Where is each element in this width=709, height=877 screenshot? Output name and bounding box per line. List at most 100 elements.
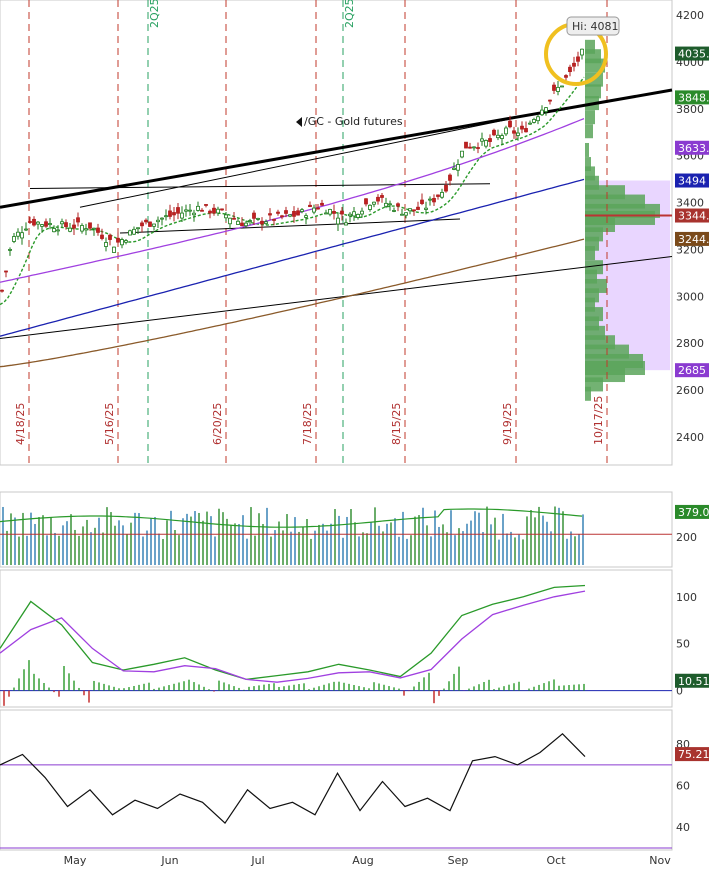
candle-body: [516, 132, 520, 136]
candle-body: [184, 209, 188, 212]
candle-body: [100, 234, 104, 239]
candle-body: [64, 222, 68, 227]
green-cycle-label: 2Q25: [343, 0, 356, 28]
candle-body: [76, 217, 80, 223]
candle-body: [432, 198, 436, 203]
candle-body: [556, 86, 560, 92]
volume-profile-bar: [585, 124, 593, 139]
candle-body: [188, 209, 192, 212]
candle-body: [120, 239, 124, 246]
rsi-line: [0, 732, 586, 825]
candle-body: [176, 207, 180, 214]
momentum-panel-frame: [0, 569, 673, 708]
candle-body: [484, 140, 488, 147]
candle-body: [352, 211, 356, 217]
candle-body: [512, 130, 516, 134]
momentum-fast-line: [0, 584, 586, 681]
volume-profile-bar: [585, 157, 591, 172]
candle-body: [540, 109, 544, 116]
candle-body: [244, 222, 248, 227]
candle-body: [220, 208, 224, 211]
price-badge-label: 4035.5: [678, 48, 709, 61]
candle-body: [264, 221, 268, 224]
candle-body: [164, 215, 168, 218]
volume-axis-tick: 200: [676, 531, 697, 544]
symbol-label: /GC - Gold futures: [304, 115, 403, 128]
candle-body: [356, 213, 360, 218]
price-badge: [675, 208, 709, 223]
candle-body: [112, 246, 116, 253]
volume-profile-bar: [585, 246, 595, 261]
candle-body: [580, 48, 584, 56]
candle-body: [536, 116, 540, 122]
cycle-date-label: 9/19/25: [501, 403, 514, 445]
volume-profile-bar: [585, 84, 601, 99]
candle-body: [392, 210, 396, 212]
volume-profile-bar: [585, 142, 589, 157]
candle-body: [344, 222, 348, 226]
candle-body: [388, 203, 392, 206]
price-badge-label: 3244.9: [678, 233, 709, 246]
candle-body: [444, 185, 448, 192]
month-label: Sep: [448, 854, 469, 867]
hi-label-box: [566, 16, 620, 36]
month-label: Oct: [546, 854, 566, 867]
volume-profile-bar: [585, 39, 595, 54]
candle-body: [304, 215, 308, 218]
cycle-date-label: 5/16/25: [103, 403, 116, 445]
panel-frames: [0, 0, 673, 851]
cycle-date-label: 6/20/25: [211, 403, 224, 445]
candle-body: [28, 221, 32, 223]
price-badge-label: 3633.7: [678, 142, 709, 155]
candle-body: [156, 219, 160, 223]
candle-body: [400, 213, 404, 216]
price-badge: [675, 90, 709, 105]
candle-body: [80, 225, 84, 232]
candle-body: [152, 223, 156, 227]
candle-body: [300, 209, 304, 212]
candle-body: [280, 215, 284, 218]
price-badge: [675, 173, 709, 188]
price-badge: [675, 140, 709, 155]
candle-body: [364, 198, 368, 205]
candle-body: [480, 138, 484, 142]
candle-body: [4, 270, 8, 273]
major-trendline: [0, 88, 673, 209]
candle-body: [560, 85, 564, 88]
month-label: May: [64, 854, 87, 867]
momentum-axis-tick: 0: [676, 685, 683, 698]
candle-body: [500, 135, 504, 139]
candle-body: [288, 214, 292, 217]
rsi-axis-tick: 40: [676, 821, 690, 834]
candle-body: [236, 220, 240, 225]
candle-body: [340, 210, 344, 215]
candle-body: [324, 212, 328, 215]
candle-body: [68, 227, 72, 232]
cycle-lines: 4/18/25 5/16/25 6/20/25 7/18/25 8/15/25 9/19/…: [14, 0, 608, 465]
candle-body: [492, 129, 496, 136]
candle-body: [472, 146, 476, 149]
rsi-badge-label: 75.21: [678, 748, 709, 761]
price-candles: [0, 48, 584, 293]
candle-body: [568, 66, 572, 73]
rsi-line: [0, 732, 672, 849]
candle-body: [312, 207, 316, 213]
candle-body: [336, 217, 340, 225]
volume-badge: [675, 504, 709, 519]
candle-body: [452, 167, 456, 170]
candle-body: [204, 204, 208, 206]
candle-body: [308, 204, 312, 208]
candle-body: [212, 207, 216, 214]
candle-body: [424, 207, 428, 210]
candle-body: [456, 164, 460, 171]
rsi-panel-frame: [0, 709, 673, 851]
candle-body: [252, 212, 256, 219]
candle-body: [60, 221, 64, 225]
momentum-badge-label: 10.51: [678, 675, 709, 688]
candle-body: [108, 234, 112, 240]
candle-body: [320, 202, 324, 206]
cycle-date-label: 8/15/25: [390, 403, 403, 445]
month-label: Nov: [649, 854, 671, 867]
candle-body: [360, 210, 364, 215]
ma-200-line: [0, 238, 585, 368]
